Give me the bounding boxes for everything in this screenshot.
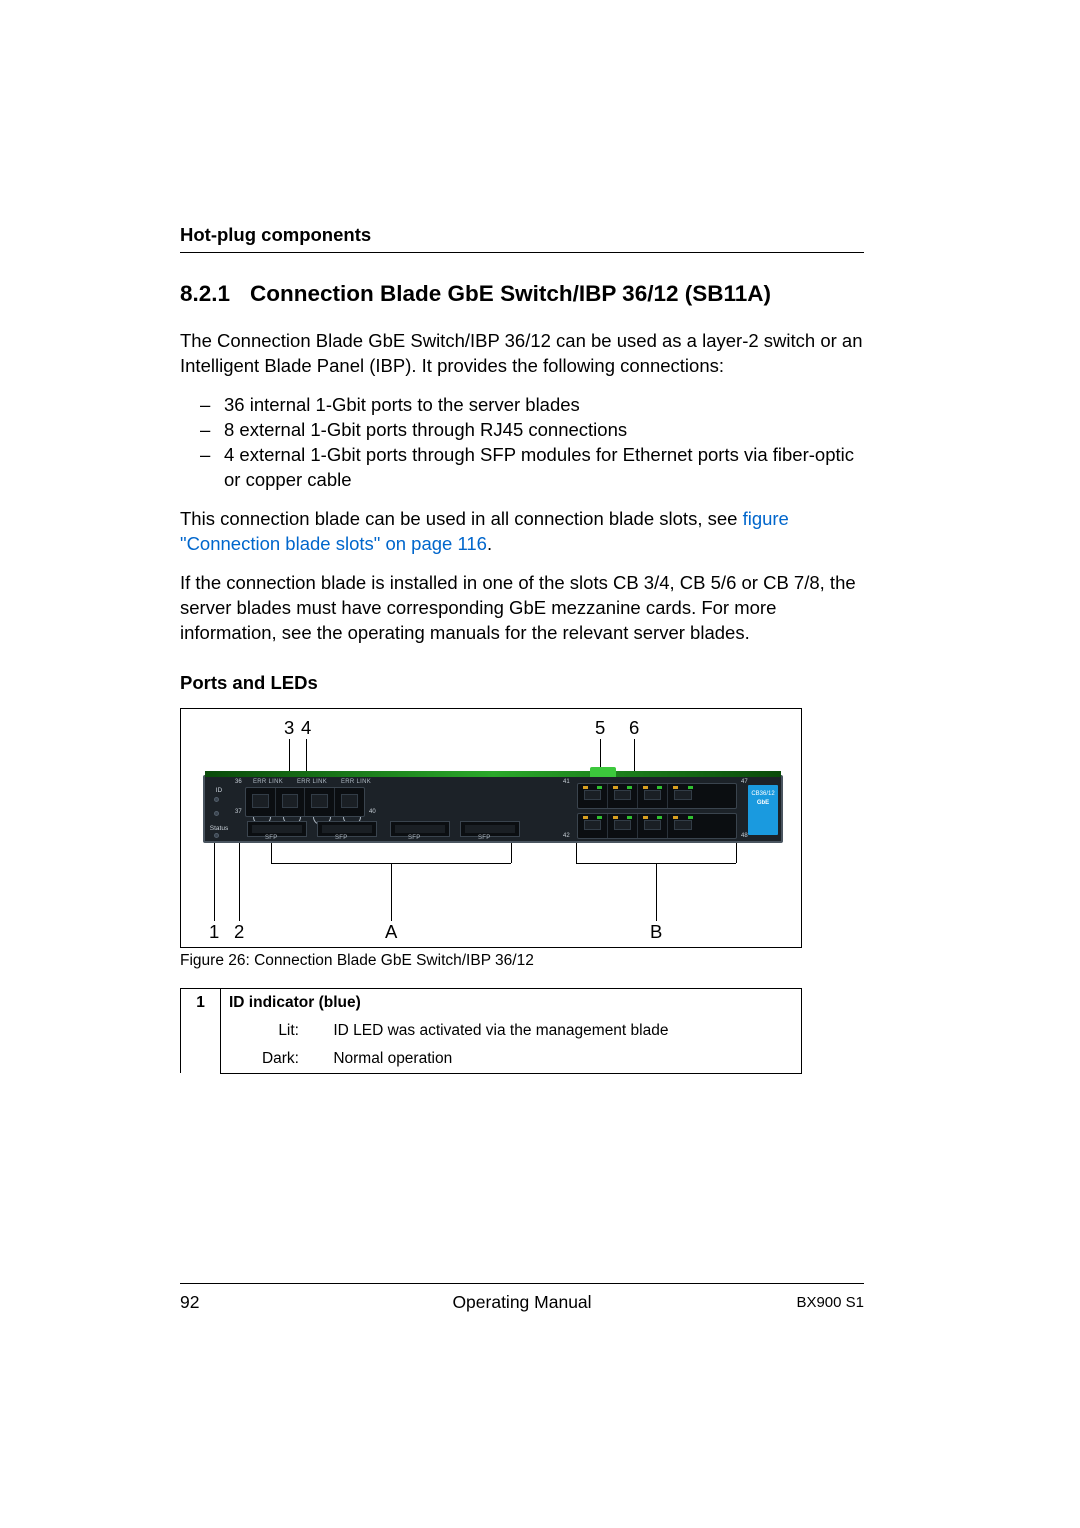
callout-A: A (385, 921, 397, 943)
rj45-port (305, 788, 335, 816)
port-num: 37 (235, 809, 242, 815)
led-title: ID indicator (blue) (221, 988, 802, 1017)
leader (736, 843, 737, 863)
text: . (487, 533, 492, 554)
label-status: Status (208, 825, 230, 832)
callout-6: 6 (629, 717, 639, 739)
led-desc: ID LED was activated via the management … (333, 1022, 668, 1039)
label-errlink: ERR LINK (253, 779, 283, 785)
led-state: Dark: (229, 1050, 329, 1068)
leader (391, 863, 392, 921)
model-badge: CB36/12 GbE (748, 785, 778, 835)
leader (656, 863, 657, 921)
led-state: Lit: (229, 1022, 329, 1040)
list-item: 8 external 1-Gbit ports through RJ45 con… (180, 418, 864, 443)
callout-1: 1 (209, 921, 219, 943)
led-desc: Normal operation (333, 1050, 452, 1067)
power-led (214, 811, 219, 816)
list-item: 4 external 1-Gbit ports through SFP modu… (180, 443, 864, 493)
para-slots: This connection blade can be used in all… (180, 507, 864, 557)
status-led (214, 833, 219, 838)
label-sfp: SFP (265, 835, 278, 841)
rj45-port (638, 784, 668, 808)
badge-top: CB36/12 (748, 791, 778, 798)
rj45-port (668, 784, 698, 808)
port-num: 36 (235, 779, 242, 785)
blade-panel: ID Status 36 37 ERR LINK ERR LINK ERR LI… (203, 775, 783, 843)
port-num: 47 (741, 779, 748, 785)
label-errlink: ERR LINK (297, 779, 327, 785)
connection-list: 36 internal 1-Gbit ports to the server b… (180, 393, 864, 493)
heading: 8.2.1 Connection Blade GbE Switch/IBP 36… (180, 281, 864, 307)
diagram: 3 4 5 6 ID Status 36 37 (180, 708, 802, 948)
rj45-port (608, 814, 638, 838)
heading-title: Connection Blade GbE Switch/IBP 36/12 (S… (250, 281, 771, 307)
callout-B: B (650, 921, 662, 943)
callout-3: 3 (284, 717, 294, 739)
pcb-edge (205, 771, 781, 777)
footer-rule (180, 1283, 864, 1284)
text: This connection blade can be used in all… (180, 508, 743, 529)
leader (511, 843, 512, 863)
figure-26: 3 4 5 6 ID Status 36 37 (180, 708, 864, 970)
rj45-port (668, 814, 698, 838)
led-table: 1 ID indicator (blue) Lit: ID LED was ac… (180, 988, 802, 1074)
rj45-group-top (577, 783, 737, 809)
para-mezzanine: If the connection blade is installed in … (180, 571, 864, 646)
callout-5: 5 (595, 717, 605, 739)
rj45-port (578, 814, 608, 838)
label-sfp: SFP (478, 835, 491, 841)
label-sfp: SFP (335, 835, 348, 841)
table-row: Dark: Normal operation (181, 1045, 802, 1074)
page-footer: 92 Operating Manual BX900 S1 (180, 1292, 864, 1313)
release-tab (590, 767, 616, 777)
section-header: Hot-plug components (180, 224, 864, 253)
figure-caption: Figure 26: Connection Blade GbE Switch/I… (180, 952, 864, 970)
intro-paragraph: The Connection Blade GbE Switch/IBP 36/1… (180, 329, 864, 379)
leader (239, 843, 240, 921)
label-errlink: ERR LINK (341, 779, 371, 785)
badge-bot: GbE (748, 800, 778, 807)
port-num: 41 (563, 779, 570, 785)
rj45-group-left (245, 787, 365, 817)
callout-4: 4 (301, 717, 311, 739)
leader (576, 843, 577, 863)
label-id: ID (208, 787, 230, 794)
rj45-port (335, 788, 364, 816)
subheading-ports-leds: Ports and LEDs (180, 672, 864, 694)
callout-2: 2 (234, 921, 244, 943)
rj45-port (276, 788, 306, 816)
port-num: 42 (563, 833, 570, 839)
leader (271, 843, 272, 863)
id-led (214, 797, 219, 802)
footer-center: Operating Manual (180, 1292, 864, 1313)
rj45-port (638, 814, 668, 838)
table-row: 1 ID indicator (blue) (181, 988, 802, 1017)
table-row: Lit: ID LED was activated via the manage… (181, 1017, 802, 1045)
leader (214, 843, 215, 921)
list-item: 36 internal 1-Gbit ports to the server b… (180, 393, 864, 418)
port-num: 48 (741, 833, 748, 839)
rj45-port (578, 784, 608, 808)
heading-number: 8.2.1 (180, 281, 230, 307)
label-sfp: SFP (408, 835, 421, 841)
rj45-group-bottom (577, 813, 737, 839)
rj45-port (608, 784, 638, 808)
rj45-port (246, 788, 276, 816)
port-num: 40 (369, 809, 376, 815)
led-index: 1 (181, 988, 221, 1073)
